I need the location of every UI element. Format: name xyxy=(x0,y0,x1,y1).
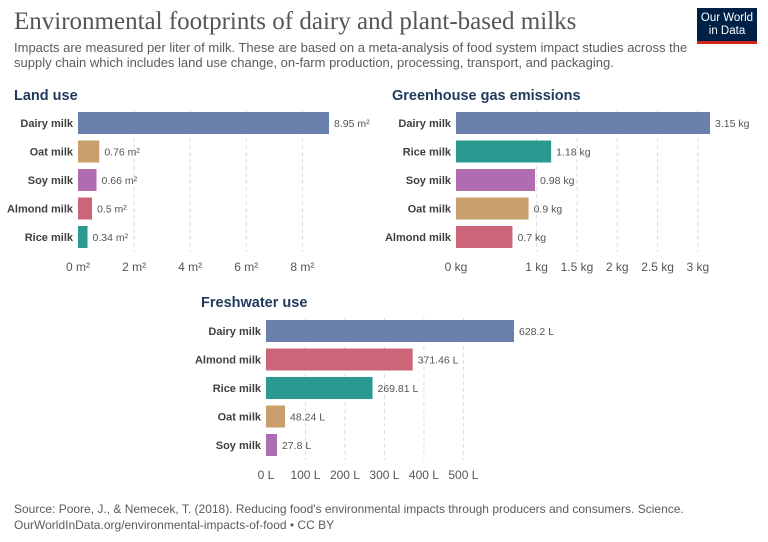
value-label: 0.34 m² xyxy=(93,232,129,244)
value-label: 0.98 kg xyxy=(540,175,575,187)
panel-title: Freshwater use xyxy=(201,295,307,311)
bar xyxy=(78,226,88,248)
category-label: Oat milk xyxy=(218,412,262,424)
panel-title: Land use xyxy=(14,88,78,104)
bar xyxy=(78,112,329,134)
value-label: 3.15 kg xyxy=(715,118,750,130)
bar xyxy=(78,197,93,220)
panel-title: Greenhouse gas emissions xyxy=(392,88,581,104)
x-tick-label: 1.5 kg xyxy=(561,260,594,274)
category-label: Dairy milk xyxy=(208,326,261,338)
logo-line-1: Our World xyxy=(700,12,754,24)
value-label: 0.9 kg xyxy=(534,204,563,216)
bar xyxy=(266,320,514,342)
x-tick-label: 400 L xyxy=(409,468,439,482)
category-label: Rice milk xyxy=(25,232,74,244)
value-label: 0.7 kg xyxy=(517,232,546,244)
bar xyxy=(456,140,552,163)
owid-logo[interactable]: Our World in Data xyxy=(697,8,757,44)
bar xyxy=(456,226,513,248)
bar xyxy=(266,405,286,428)
water-panel: 0 L 100 L 200 L 300 L 400 L 500 L Freshwater u… xyxy=(195,295,554,482)
bar xyxy=(78,140,100,163)
x-tick-label: 0 kg xyxy=(445,260,468,274)
value-label: 628.2 L xyxy=(519,326,554,338)
land-panel: 0 m² 2 m² 4 m² 6 m² 8 m² Land use Dairy milk 8.… xyxy=(7,88,370,274)
category-label: Almond milk xyxy=(7,204,74,216)
chart-title: Environmental footprints of dairy and pl… xyxy=(14,8,577,35)
value-label: 0.5 m² xyxy=(97,204,127,216)
x-tick-label: 200 L xyxy=(330,468,360,482)
x-tick-label: 0 L xyxy=(258,468,275,482)
bar xyxy=(266,377,373,399)
bar xyxy=(456,197,529,220)
x-tick-label: 300 L xyxy=(369,468,399,482)
category-label: Soy milk xyxy=(28,175,74,187)
value-label: 1.18 kg xyxy=(556,147,591,159)
category-label: Oat milk xyxy=(408,204,452,216)
value-label: 48.24 L xyxy=(290,412,325,424)
category-label: Oat milk xyxy=(30,147,74,159)
value-label: 269.81 L xyxy=(378,383,419,395)
x-tick-label: 100 L xyxy=(290,468,320,482)
source-note: Source: Poore, J., & Nemecek, T. (2018).… xyxy=(14,502,684,516)
x-tick-label: 3 kg xyxy=(687,260,710,274)
category-label: Soy milk xyxy=(216,440,262,452)
x-tick-label: 4 m² xyxy=(178,260,202,274)
bar xyxy=(266,434,277,456)
bar xyxy=(266,348,413,371)
category-label: Almond milk xyxy=(195,355,262,367)
x-tick-label: 0 m² xyxy=(66,260,90,274)
bar xyxy=(456,112,710,134)
value-label: 0.76 m² xyxy=(104,147,140,159)
logo-line-2: in Data xyxy=(708,25,746,37)
x-tick-label: 500 L xyxy=(448,468,478,482)
category-label: Dairy milk xyxy=(20,118,73,130)
footer: Source: Poore, J., & Nemecek, T. (2018).… xyxy=(14,501,684,533)
x-tick-label: 2.5 kg xyxy=(641,260,674,274)
credit-link[interactable]: OurWorldInData.org/environmental-impacts… xyxy=(14,518,335,532)
x-tick-label: 2 m² xyxy=(122,260,146,274)
value-label: 371.46 L xyxy=(418,355,459,367)
chart-subtitle: Impacts are measured per liter of milk. … xyxy=(14,40,688,70)
category-label: Rice milk xyxy=(403,147,452,159)
value-label: 8.95 m² xyxy=(334,118,370,130)
x-tick-label: 2 kg xyxy=(606,260,629,274)
ghg-panel: 0 kg 1 kg 1.5 kg 2 kg 2.5 kg 3 kg Greenhouse g… xyxy=(385,88,750,274)
x-tick-label: 1 kg xyxy=(525,260,548,274)
category-label: Dairy milk xyxy=(398,118,451,130)
category-label: Soy milk xyxy=(406,175,452,187)
bar xyxy=(456,169,536,191)
value-label: 27.8 L xyxy=(282,440,311,452)
value-label: 0.66 m² xyxy=(102,175,138,187)
category-label: Almond milk xyxy=(385,232,452,244)
x-tick-label: 8 m² xyxy=(290,260,314,274)
bar xyxy=(78,169,97,191)
category-label: Rice milk xyxy=(213,383,262,395)
x-tick-label: 6 m² xyxy=(234,260,258,274)
